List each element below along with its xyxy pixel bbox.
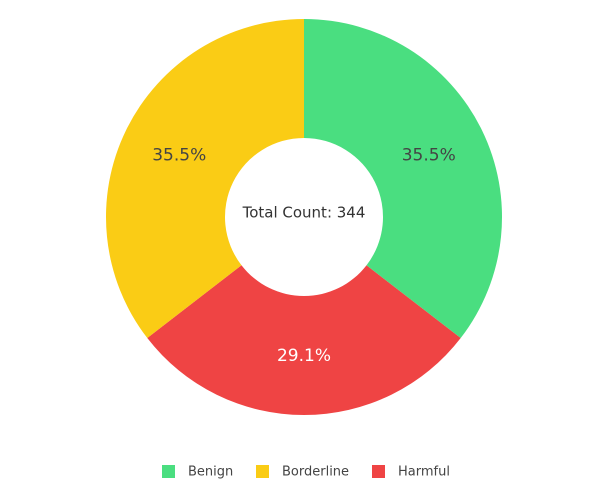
legend-swatch — [162, 465, 175, 478]
donut-slice — [304, 19, 502, 339]
slice-label: 35.5% — [402, 146, 456, 166]
legend-swatch — [372, 465, 385, 478]
center-text: Total Count: 344 — [242, 204, 366, 222]
donut-slice — [105, 19, 305, 339]
donut-slice — [147, 265, 461, 416]
slice-label: 29.1% — [277, 346, 331, 366]
legend-label: Borderline — [282, 465, 349, 480]
legend-swatch — [256, 465, 269, 478]
slice-label: 35.5% — [152, 146, 206, 166]
legend-label: Benign — [188, 465, 233, 480]
legend-label: Harmful — [398, 465, 450, 480]
